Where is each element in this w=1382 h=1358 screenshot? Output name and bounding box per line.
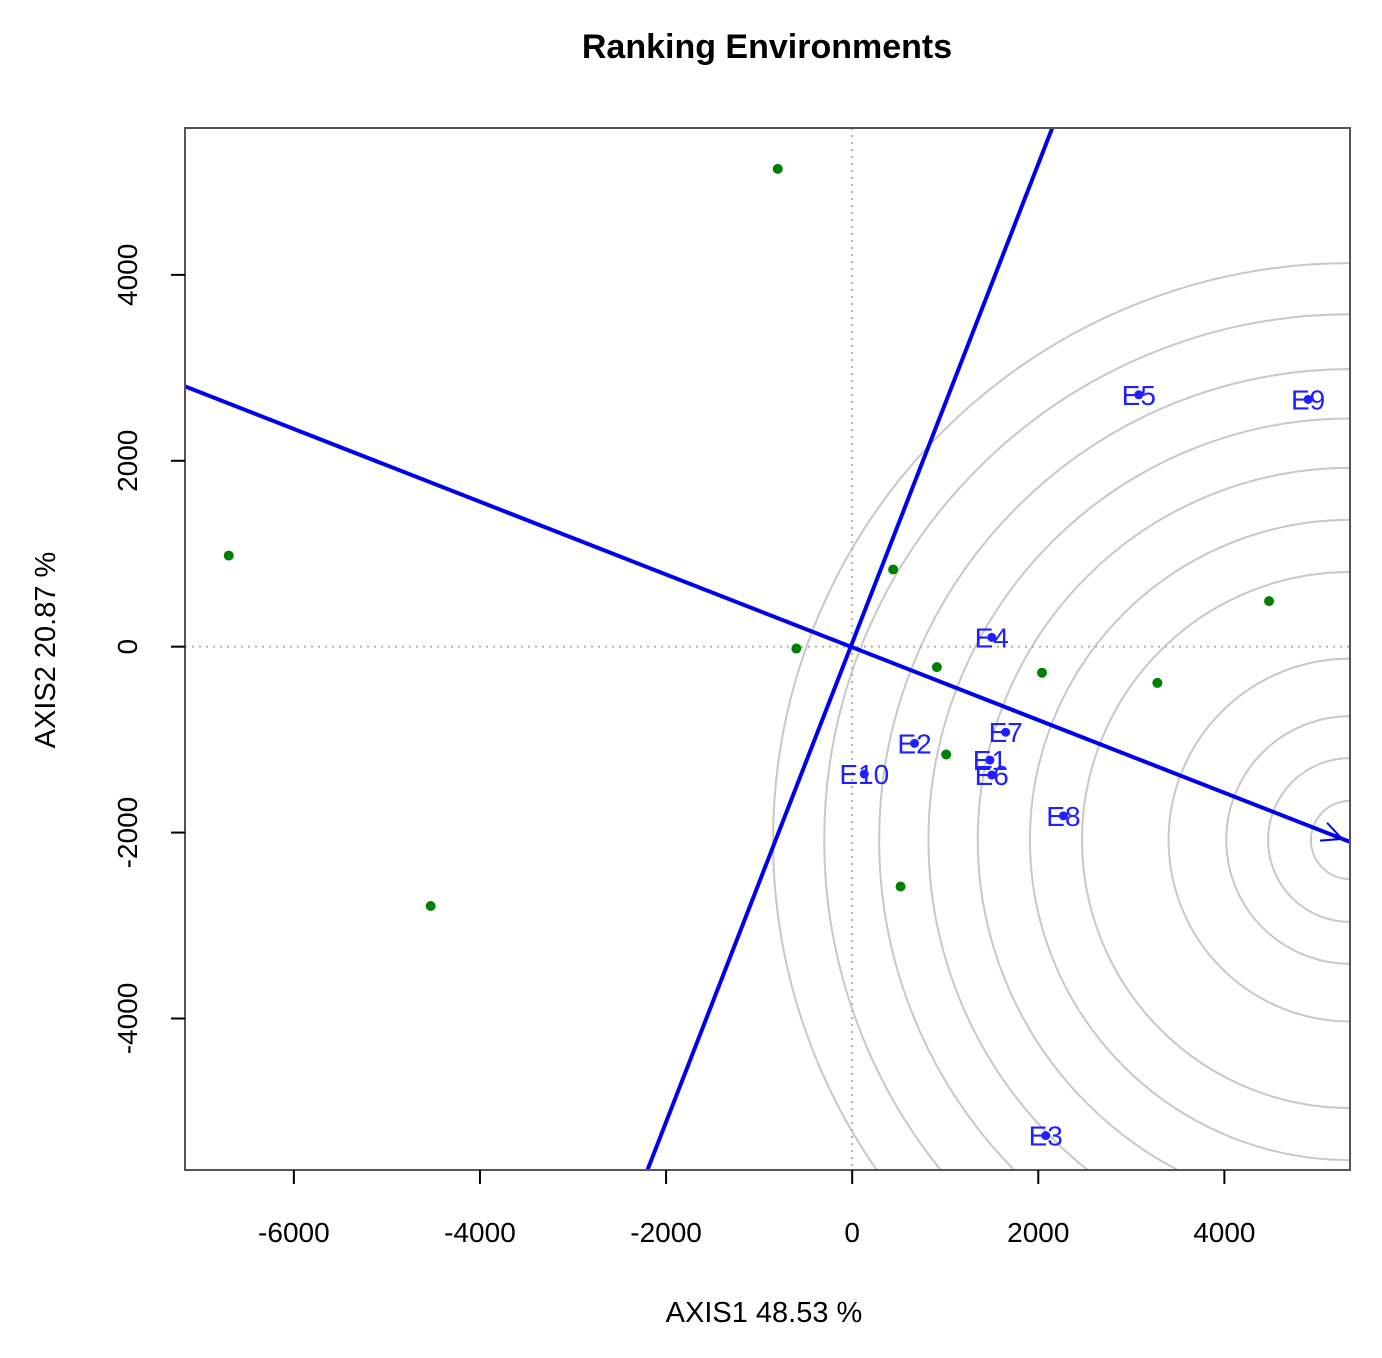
- x-tick-label-6: 4000: [1193, 1217, 1255, 1248]
- aec-ordinate-line: [645, 128, 1055, 1170]
- plot-frame: [184, 127, 1351, 1171]
- genotype-point-3: [888, 564, 899, 575]
- environment-point-e9: [1303, 394, 1313, 404]
- genotype-point-4: [791, 643, 802, 654]
- environment-label-e7: E7: [989, 717, 1023, 748]
- concentric-circle-9: [878, 368, 1350, 1170]
- y-axis-label: AXIS2 20.87 %: [30, 552, 62, 749]
- genotype-point-5: [931, 662, 942, 673]
- y-tick-label-3: 0: [112, 639, 143, 655]
- aec-arrow-head: [1319, 822, 1345, 842]
- y-tick-label-2: -2000: [112, 797, 143, 869]
- y-tick-label-1: -4000: [112, 983, 143, 1055]
- concentric-circle-8: [927, 417, 1350, 1170]
- x-axis-label: AXIS1 48.53 %: [666, 1297, 863, 1329]
- x-tick-label-1: -6000: [258, 1217, 330, 1248]
- environment-label-e5: E5: [1122, 380, 1156, 411]
- concentric-circle-11: [772, 262, 1350, 1170]
- concentric-circle-5: [1081, 571, 1350, 1109]
- environment-label-e3: E3: [1029, 1121, 1063, 1152]
- concentric-circle-6: [1029, 519, 1350, 1162]
- x-tick-label-2: -4000: [444, 1217, 516, 1248]
- environment-label-e10: E10: [839, 759, 889, 790]
- environment-point-e6: [987, 770, 997, 780]
- environment-label-e4: E4: [975, 622, 1009, 653]
- environment-point-e4: [987, 632, 997, 642]
- chart-title: Ranking Environments: [582, 28, 952, 66]
- genotype-point-8: [1264, 596, 1275, 607]
- environment-point-e8: [1058, 811, 1068, 821]
- x-tick-label-4: 0: [844, 1217, 860, 1248]
- x-tick-label-5: 2000: [1007, 1217, 1069, 1248]
- genotype-point-6: [1037, 667, 1048, 678]
- environment-point-e10: [859, 769, 869, 779]
- concentric-circle-1: [1309, 799, 1350, 881]
- environment-point-e5: [1134, 390, 1144, 400]
- environment-point-e1: [985, 755, 995, 765]
- environment-label-e9: E9: [1291, 384, 1325, 415]
- concentric-circle-3: [1225, 715, 1350, 965]
- environment-point-e2: [910, 738, 920, 748]
- concentric-circle-7: [976, 466, 1350, 1170]
- y-tick-label-5: 4000: [112, 244, 143, 306]
- environment-label-e6: E6: [975, 760, 1009, 791]
- aec-abscissa-line: [185, 384, 1350, 844]
- genotype-point-11: [425, 901, 436, 912]
- genotype-point-7: [1152, 677, 1163, 688]
- concentric-circle-10: [823, 313, 1350, 1170]
- genotype-point-1: [772, 163, 783, 174]
- genotype-point-2: [223, 550, 234, 561]
- environment-label-e8: E8: [1046, 801, 1080, 832]
- genotype-point-10: [895, 881, 906, 892]
- environment-label-e2: E2: [897, 728, 931, 759]
- environment-point-e7: [1001, 727, 1011, 737]
- genotype-point-9: [941, 749, 952, 760]
- y-tick-label-4: 2000: [112, 430, 143, 492]
- environment-point-e3: [1041, 1131, 1051, 1141]
- x-tick-label-3: -2000: [630, 1217, 702, 1248]
